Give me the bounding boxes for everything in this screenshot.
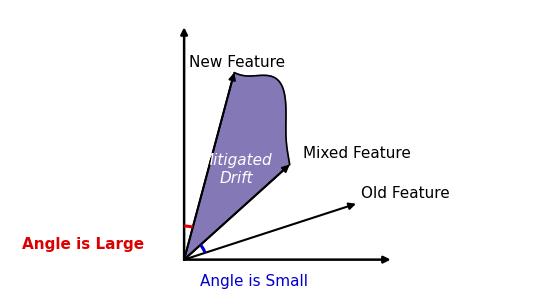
Text: Mitigated
Drift: Mitigated Drift	[200, 153, 272, 186]
Text: Old Feature: Old Feature	[361, 186, 450, 201]
Text: Angle is Small: Angle is Small	[200, 274, 308, 289]
Polygon shape	[184, 72, 289, 260]
Text: Angle is Large: Angle is Large	[22, 237, 144, 252]
Text: Mixed Feature: Mixed Feature	[303, 146, 411, 161]
Text: New Feature: New Feature	[189, 55, 285, 70]
